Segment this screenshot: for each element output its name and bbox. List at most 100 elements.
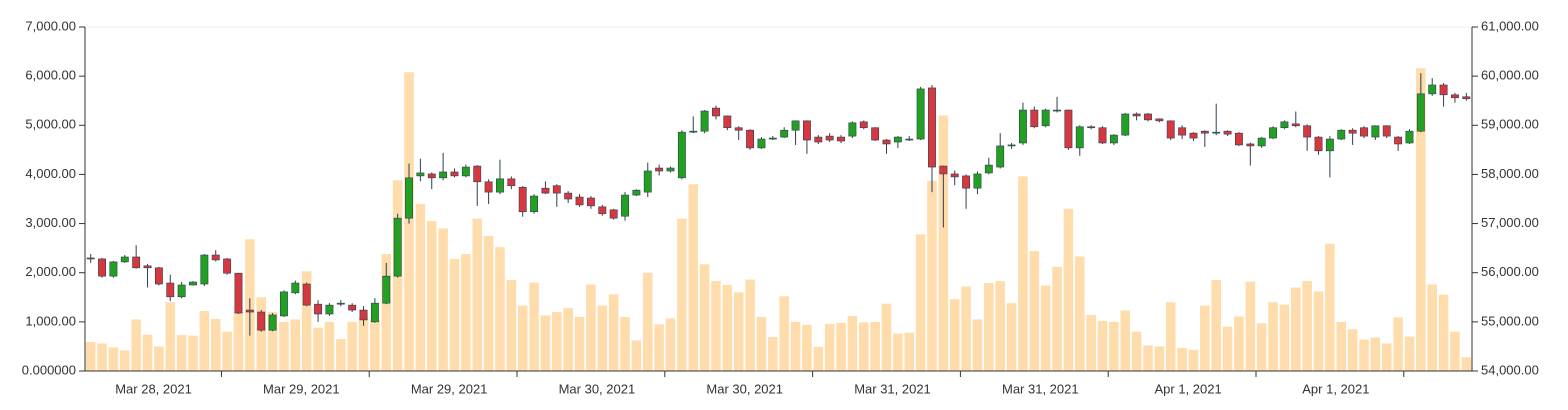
candle-body	[871, 127, 880, 141]
y-tick-label: 7,000.00	[25, 18, 76, 33]
y2-tick-label: 54,000.00	[1481, 362, 1539, 377]
volume-bar	[677, 218, 687, 371]
volume-bar	[938, 115, 949, 371]
candle-body	[98, 258, 106, 277]
candle-body	[416, 172, 425, 177]
volume-bar	[597, 305, 608, 371]
volume-bar	[961, 286, 971, 371]
candle-body	[1280, 121, 1289, 129]
volume-bar	[1336, 321, 1347, 371]
candle-body	[1132, 113, 1141, 117]
y-tick-label: 4,000.00	[25, 166, 76, 181]
candle-body	[882, 139, 891, 145]
candle-body	[348, 304, 357, 311]
volume-bar	[745, 279, 755, 371]
volume-bar	[517, 305, 528, 371]
volume-bar	[552, 312, 562, 371]
volume-bar	[1097, 320, 1108, 371]
candle-body	[1405, 130, 1414, 144]
candle-body	[973, 173, 982, 189]
candle-body	[461, 166, 470, 177]
candle-body	[564, 192, 573, 200]
volume-bar	[870, 321, 880, 371]
candle-body	[768, 137, 777, 140]
volume-bar	[131, 319, 141, 371]
candle-body	[382, 275, 391, 304]
volume-bar	[461, 254, 471, 371]
candle-body	[1098, 127, 1107, 144]
volume-bar	[1256, 323, 1267, 371]
volume-bar	[1404, 336, 1415, 371]
volume-bar	[1438, 294, 1449, 371]
volume-bar	[1268, 302, 1278, 371]
candle-body	[143, 265, 152, 269]
candle-body	[632, 189, 641, 196]
candle-body	[439, 171, 448, 179]
candle-body	[427, 173, 436, 179]
volume-bar	[313, 327, 323, 371]
volume-bar	[506, 280, 517, 371]
candle-body	[1325, 138, 1334, 152]
candle-body	[643, 170, 652, 193]
volume-bar	[154, 346, 164, 371]
y2-tick-label: 58,000.00	[1481, 166, 1539, 181]
candle-body	[1348, 129, 1357, 134]
candle-body	[621, 194, 629, 217]
volume-bar	[802, 324, 812, 371]
volume-bar	[1165, 302, 1176, 371]
candle-body	[302, 283, 311, 306]
volume-bar	[1109, 321, 1119, 371]
candle-body	[405, 177, 413, 219]
candle-body	[893, 136, 902, 143]
volume-bar	[188, 335, 198, 371]
candle-body	[541, 187, 550, 194]
volume-bar	[1029, 251, 1040, 371]
candle-body	[1246, 143, 1255, 147]
candle-body	[757, 138, 766, 149]
volume-bar	[1120, 310, 1131, 371]
volume-bar	[370, 319, 380, 371]
volume-bar	[654, 324, 664, 371]
volume-bar	[1416, 68, 1426, 371]
volume-bar	[949, 299, 960, 371]
candle-body	[1223, 130, 1232, 135]
y2-tick-label: 56,000.00	[1481, 264, 1539, 279]
candle-body	[109, 261, 118, 277]
volume-bar	[1006, 303, 1017, 371]
volume-bar	[1325, 243, 1335, 371]
candle-body	[1166, 120, 1175, 139]
candle-body	[677, 131, 686, 179]
volume-bar	[1188, 349, 1199, 371]
candle-body	[552, 185, 561, 194]
volume-bar	[1347, 329, 1358, 371]
volume-bar	[85, 342, 96, 371]
x-tick-label: Mar 28, 2021	[115, 381, 192, 396]
candle-body	[86, 257, 95, 260]
volume-bar	[858, 322, 869, 371]
candle-body	[1064, 109, 1073, 149]
volume-bar	[904, 332, 915, 371]
candle-body	[268, 314, 277, 331]
candle-body	[518, 186, 527, 213]
candle-body	[1007, 144, 1016, 147]
candle-body	[177, 284, 186, 298]
candle-body	[1018, 109, 1027, 144]
volume-bar	[1086, 314, 1096, 371]
candle-body	[132, 256, 141, 269]
volume-bar	[256, 297, 266, 371]
volume-bar	[1359, 339, 1369, 371]
candle-body	[1451, 94, 1459, 99]
x-tick-label: Mar 30, 2021	[559, 381, 636, 396]
volume-bar	[790, 321, 801, 371]
candle-body	[802, 120, 811, 141]
candle-body	[1303, 125, 1312, 138]
volume-bar	[631, 340, 642, 371]
candle-body	[939, 165, 948, 175]
volume-bar	[210, 318, 221, 371]
y2-tick-label: 55,000.00	[1481, 313, 1539, 328]
volume-bar	[1234, 316, 1244, 371]
y-tick-label: 0.000000	[22, 362, 76, 377]
volume-bar	[642, 272, 653, 371]
volume-bar	[665, 318, 676, 371]
candle-body	[723, 115, 732, 129]
